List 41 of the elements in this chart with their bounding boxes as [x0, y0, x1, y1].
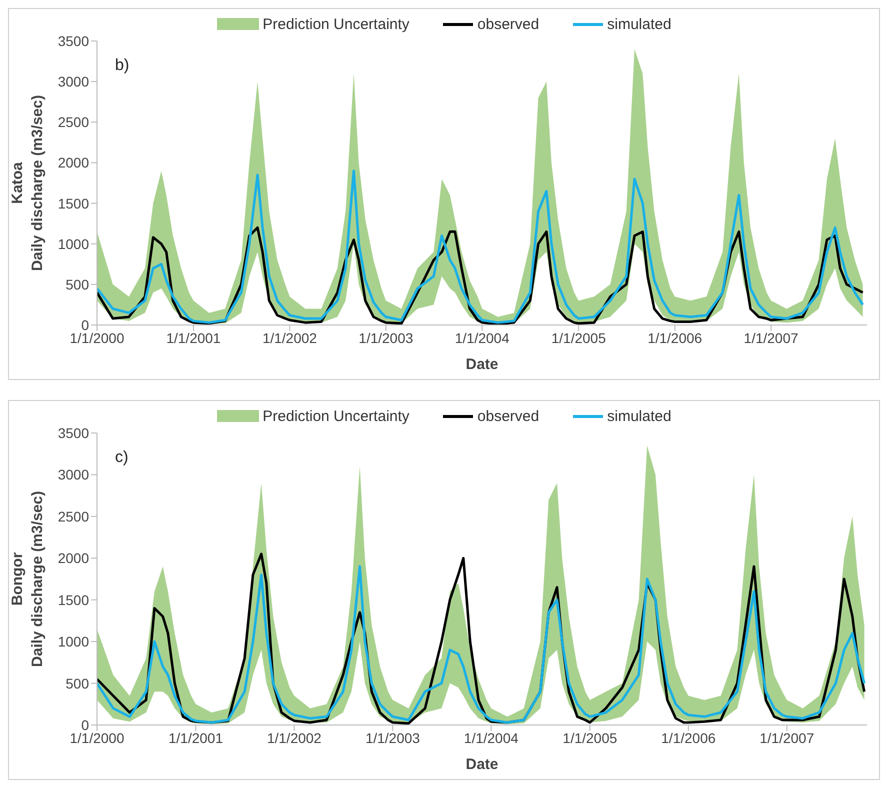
y-tick-label: 1500 [58, 195, 90, 212]
annotation: b) [115, 57, 130, 75]
y-tick-label: 3500 [58, 32, 90, 49]
y-tick-label: 1000 [58, 634, 90, 650]
y-tick-label: 2500 [58, 508, 90, 524]
x-tick-label: 1/1/2005 [551, 330, 606, 346]
legend-label: simulated [607, 16, 672, 32]
y-tick-label: 1000 [58, 236, 90, 252]
x-tick-label: 1/1/2004 [454, 330, 510, 346]
line-series [97, 170, 864, 324]
annotation: c) [115, 449, 128, 467]
text: Prediction Uncertainty [262, 16, 410, 32]
y-tick-label: 500 [66, 675, 90, 692]
x-tick-label: 1/1/2001 [166, 330, 221, 346]
y-tick-label: 2500 [58, 114, 90, 130]
legend-label: observed [477, 408, 540, 424]
x-tick-label: 1/1/2001 [168, 730, 224, 746]
y-tick-label: 1500 [58, 592, 90, 608]
x-tick-label: 1/1/2003 [358, 330, 414, 346]
x-axis-title: Date [466, 756, 498, 773]
x-tick-label: 1/1/2007 [760, 730, 814, 746]
x-tick-label: 1/1/2004 [464, 730, 519, 746]
y-axis-title: Katoa Daily discharge (m3/sec) [9, 95, 46, 271]
x-tick-label: 1/1/2007 [744, 330, 799, 346]
y-tick-label: 2000 [58, 154, 90, 171]
y-axis-title: Bongor Daily discharge (m3/sec) [9, 491, 46, 667]
text: Prediction Uncertainty [262, 408, 410, 424]
legend-label: simulated [607, 408, 672, 424]
x-tick-label: 1/1/2006 [648, 330, 702, 346]
x-axis-title: Date [466, 356, 498, 373]
y-tick-label: 3000 [58, 466, 90, 483]
legend-label: observed [477, 16, 540, 32]
y-tick-label: 3000 [58, 74, 90, 90]
y-tick-label: 2000 [58, 550, 90, 566]
x-tick-label: 1/1/2002 [266, 730, 322, 746]
x-tick-label: 1/1/2006 [661, 730, 716, 746]
x-tick-label: 1/1/2002 [262, 330, 318, 346]
y-tick-label: 500 [66, 276, 90, 292]
y-tick-label: 3500 [58, 424, 90, 441]
x-tick-label: 1/1/2005 [562, 730, 618, 746]
x-tick-label: 1/1/2003 [365, 730, 420, 746]
